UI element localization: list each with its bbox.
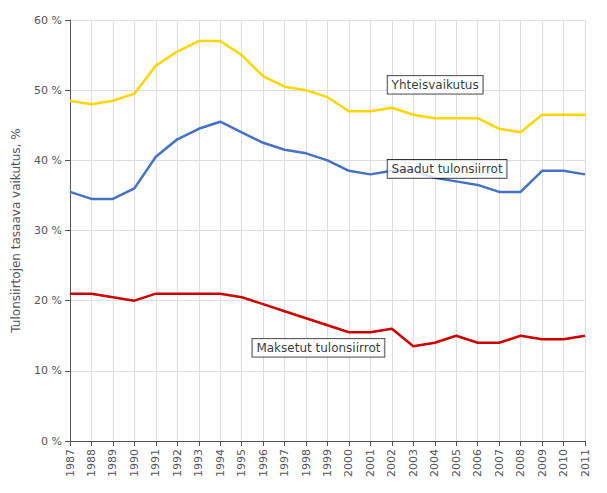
svg-text:60 %: 60 % (34, 14, 62, 27)
svg-text:2011: 2011 (579, 449, 592, 477)
svg-text:1996: 1996 (257, 449, 270, 477)
svg-text:1991: 1991 (149, 449, 162, 477)
svg-text:30 %: 30 % (34, 224, 62, 237)
svg-text:1997: 1997 (278, 449, 291, 477)
svg-text:1987: 1987 (64, 449, 77, 477)
svg-text:1999: 1999 (321, 449, 334, 477)
svg-text:Saadut tulonsiirrot: Saadut tulonsiirrot (392, 162, 503, 176)
svg-text:50 %: 50 % (34, 84, 62, 97)
svg-text:Yhteisvaikutus: Yhteisvaikutus (391, 78, 479, 92)
svg-text:2003: 2003 (407, 449, 420, 477)
svg-text:1989: 1989 (106, 449, 119, 477)
svg-text:Tulonsiirtojen tasaava vaikutu: Tulonsiirtojen tasaava vaikutus, % (9, 128, 23, 333)
svg-text:1992: 1992 (171, 449, 184, 477)
svg-text:20 %: 20 % (34, 294, 62, 307)
svg-text:2004: 2004 (428, 449, 441, 477)
svg-text:2005: 2005 (450, 449, 463, 477)
svg-text:10 %: 10 % (34, 364, 62, 377)
svg-text:2010: 2010 (557, 449, 570, 477)
svg-text:2000: 2000 (342, 449, 355, 477)
svg-text:2009: 2009 (536, 449, 549, 477)
svg-text:2007: 2007 (493, 449, 506, 477)
svg-text:1998: 1998 (300, 449, 313, 477)
svg-text:1993: 1993 (192, 449, 205, 477)
svg-text:0 %: 0 % (41, 435, 62, 448)
svg-text:1990: 1990 (128, 449, 141, 477)
svg-text:1995: 1995 (235, 449, 248, 477)
svg-text:2002: 2002 (385, 449, 398, 477)
svg-text:2001: 2001 (364, 449, 377, 477)
svg-text:1994: 1994 (214, 449, 227, 477)
svg-text:Maksetut tulonsiirrot: Maksetut tulonsiirrot (256, 341, 380, 355)
svg-text:2008: 2008 (514, 449, 527, 477)
svg-text:2006: 2006 (471, 449, 484, 477)
svg-text:40 %: 40 % (34, 154, 62, 167)
svg-text:1988: 1988 (85, 449, 98, 477)
